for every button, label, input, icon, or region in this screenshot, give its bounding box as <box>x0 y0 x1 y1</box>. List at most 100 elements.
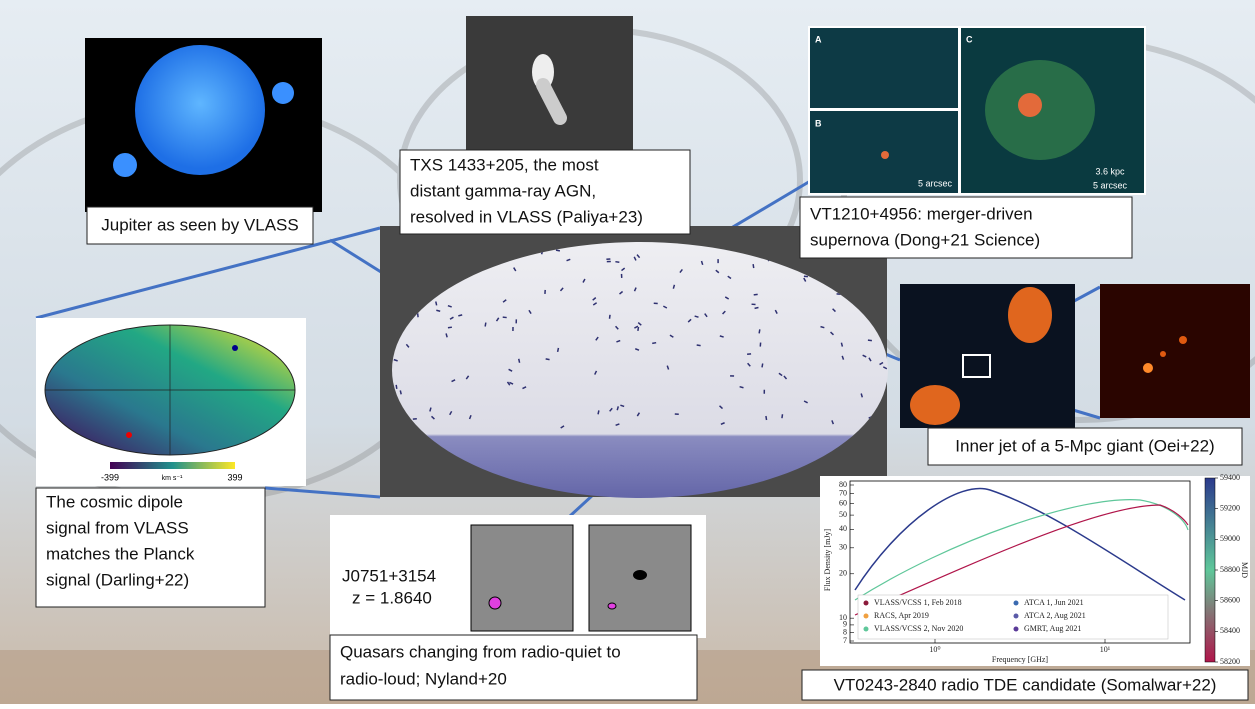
legend-label: ATCA 2, Aug 2021 <box>1024 611 1086 620</box>
colorbar-title: MJD <box>1240 562 1249 578</box>
caption: signal from VLASS <box>46 518 189 537</box>
marker <box>232 345 238 351</box>
page: {"jupiter": {"caption": "Jupiter as seen… <box>0 0 1255 704</box>
panel-label: C <box>966 34 973 44</box>
colorbar-tick-label: 58600 <box>1220 595 1240 604</box>
y-tick-label: 7 <box>843 636 847 645</box>
panel-label: B <box>815 118 822 128</box>
legend-marker <box>1014 614 1019 619</box>
legend-label: VLASS/VCSS 2, Nov 2020 <box>874 624 963 633</box>
caption: TXS 1433+205, the most <box>410 155 599 174</box>
sky-map <box>392 242 888 498</box>
source-dash <box>617 406 618 410</box>
caption: radio-loud; Nyland+20 <box>340 669 507 688</box>
y-tick-label: 60 <box>839 498 847 507</box>
x-axis-label: Frequency [GHz] <box>992 655 1049 664</box>
caption: VT1210+4956: merger-driven <box>810 204 1033 223</box>
source-dash <box>400 390 401 394</box>
colorbar-tick-label: 59400 <box>1220 473 1240 482</box>
transient <box>881 151 889 159</box>
redshift: z = 1.8640 <box>352 588 432 607</box>
source-dash <box>782 414 783 418</box>
caption: Inner jet of a 5-Mpc giant (Oei+22) <box>955 436 1214 455</box>
beam <box>489 597 501 609</box>
source-dash <box>610 315 611 319</box>
y-tick-label: 40 <box>839 524 847 533</box>
x-tick-label: 10⁰ <box>929 645 940 654</box>
panel-label: A <box>815 34 822 44</box>
colorbar-tick-label: 59200 <box>1220 503 1240 512</box>
legend-marker <box>864 614 869 619</box>
colorbar-label: -399 <box>101 472 119 482</box>
slide: Jupiter as seen by VLASS TXS 1433+205, t… <box>0 0 1255 704</box>
source-dash <box>448 327 452 328</box>
source-dash <box>695 316 699 317</box>
source-dash <box>820 327 824 328</box>
y-axis-label: Flux Density [mJy] <box>823 529 832 592</box>
source <box>633 570 647 580</box>
moon <box>272 82 294 104</box>
source-dash <box>755 307 759 308</box>
x-tick-label: 10¹ <box>1100 645 1111 654</box>
caption: The cosmic dipole <box>46 492 183 511</box>
caption: distant gamma-ray AGN, <box>410 181 596 200</box>
source-dash <box>762 363 763 367</box>
legend-marker <box>864 627 869 632</box>
source-dash <box>446 333 447 337</box>
source-dash <box>430 408 431 412</box>
y-tick-label: 50 <box>839 510 847 519</box>
source <box>1179 336 1187 344</box>
marker <box>126 432 132 438</box>
caption: matches the Planck <box>46 544 195 563</box>
source-dash <box>861 393 862 397</box>
legend-marker <box>1014 601 1019 606</box>
y-tick-label: 70 <box>839 488 847 497</box>
source-dash <box>436 310 440 311</box>
colorbar-tick-label: 58400 <box>1220 626 1240 635</box>
source-dash <box>697 345 701 346</box>
source-dash <box>841 343 842 347</box>
scale-label: 3.6 kpc <box>1095 166 1125 176</box>
colorbar-label: 399 <box>227 472 242 482</box>
caption: Quasars changing from radio-quiet to <box>340 642 621 661</box>
source-dash <box>558 348 559 352</box>
source-dash <box>458 315 462 316</box>
caption: resolved in VLASS (Paliya+23) <box>410 207 643 226</box>
source-dash <box>615 262 619 263</box>
source <box>1143 363 1153 373</box>
source-dash <box>754 294 758 295</box>
source <box>1160 351 1166 357</box>
cutout <box>471 525 573 631</box>
source-dash <box>546 359 550 360</box>
scale-label: 5 arcsec <box>1093 180 1128 190</box>
panel <box>810 28 958 108</box>
colorbar-tick-label: 59000 <box>1220 534 1240 543</box>
jupiter-disk <box>135 45 265 175</box>
source-dash <box>485 323 486 327</box>
source-dash <box>638 327 639 331</box>
legend-marker <box>1014 627 1019 632</box>
colorbar-tick-label: 58800 <box>1220 565 1240 574</box>
source-dash <box>436 301 437 305</box>
source-dash <box>652 343 656 344</box>
source-dash <box>673 285 674 289</box>
y-tick-label: 30 <box>839 543 847 552</box>
legend-label: ATCA 1, Jun 2021 <box>1024 598 1084 607</box>
colorbar-tick-label: 58200 <box>1220 657 1240 666</box>
source-name: J0751+3154 <box>342 566 436 585</box>
source-dash <box>766 416 767 420</box>
legend-label: GMRT, Aug 2021 <box>1024 624 1081 633</box>
moon <box>113 153 137 177</box>
colorbar-label: km s⁻¹ <box>162 475 183 482</box>
legend-marker <box>864 601 869 606</box>
source-dash <box>759 329 760 333</box>
lobe <box>910 385 960 425</box>
caption: supernova (Dong+21 Science) <box>810 230 1040 249</box>
caption: signal (Darling+22) <box>46 570 189 589</box>
source-dash <box>753 264 754 268</box>
lobe <box>1008 287 1052 343</box>
scale-label: 5 arcsec <box>918 178 953 188</box>
source-dash <box>598 410 599 414</box>
beam <box>608 603 616 609</box>
source-dash <box>396 385 397 389</box>
